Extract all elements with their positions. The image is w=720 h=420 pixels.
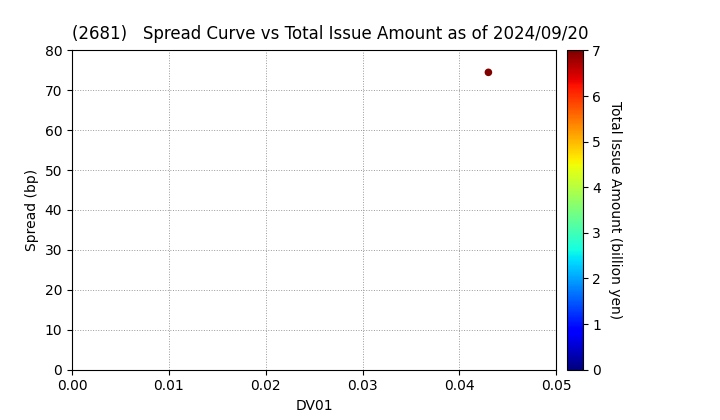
Y-axis label: Spread (bp): Spread (bp) [25,169,39,251]
Point [482,69,494,76]
Y-axis label: Total Issue Amount (billion yen): Total Issue Amount (billion yen) [608,101,622,319]
X-axis label: DV01: DV01 [295,399,333,413]
Text: (2681)   Spread Curve vs Total Issue Amount as of 2024/09/20: (2681) Spread Curve vs Total Issue Amoun… [72,25,588,43]
